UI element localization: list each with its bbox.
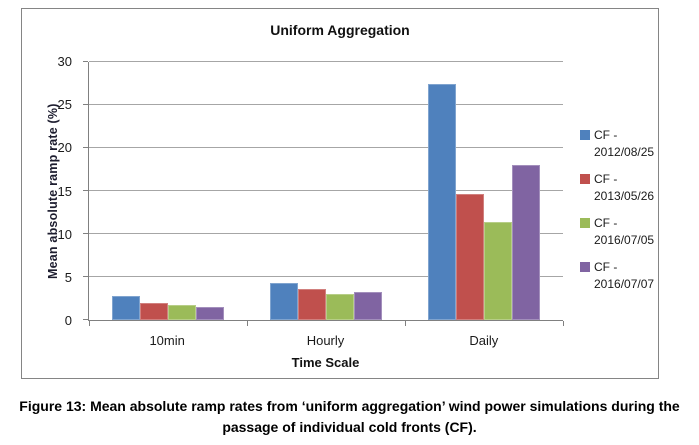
chart-title: Uniform Aggregation xyxy=(270,22,410,38)
x-axis-tick-3 xyxy=(563,321,564,326)
y-axis-tick-label-30: 30 xyxy=(57,54,72,69)
bar-daily-cf-2012-08-25 xyxy=(428,84,456,320)
plot-area xyxy=(83,61,564,326)
y-axis-tick-label-10: 10 xyxy=(57,226,72,242)
x-axis-tick-1 xyxy=(246,321,248,326)
gridline-15 xyxy=(89,190,563,191)
y-axis-tick-20 xyxy=(83,147,88,148)
bar-groups xyxy=(89,62,563,320)
legend-label-cf-2012-08-25: CF - 2012/08/25 xyxy=(594,128,655,159)
y-axis-tick-15 xyxy=(83,190,88,191)
legend-label-cf-2013-05-26: CF - 2013/05/26 xyxy=(594,172,655,203)
y-axis-tick-label-20: 20 xyxy=(57,140,72,156)
legend-swatch-cf-2013-05-26 xyxy=(580,174,590,184)
y-axis-tick-5 xyxy=(83,276,88,277)
y-axis-labels: 0 5 10 15 20 25 30 xyxy=(22,55,80,328)
bar-group-hourly xyxy=(247,62,405,320)
y-axis-tick-0 xyxy=(83,319,88,320)
legend-swatch-cf-2012-08-25 xyxy=(580,130,590,140)
legend-entry-cf-2012-08-25: CF - 2012/08/25 xyxy=(580,127,658,161)
category-label-10min: 10min xyxy=(149,333,185,348)
bar-daily-cf-2016-07-05 xyxy=(484,221,512,320)
legend-swatch-cf-2016-07-07 xyxy=(580,262,590,272)
gridline-20 xyxy=(89,147,563,148)
bar-hourly-cf-2012-08-25 xyxy=(270,283,298,320)
category-label-hourly: Hourly xyxy=(306,333,345,348)
category-label-daily: Daily xyxy=(469,333,499,348)
y-axis-tick-label-0: 0 xyxy=(64,313,72,328)
bar-hourly-cf-2013-05-26 xyxy=(298,289,326,320)
x-axis-tick-0 xyxy=(89,321,90,326)
y-axis-tick-10 xyxy=(83,233,88,234)
gridline-30 xyxy=(89,61,563,62)
x-axis-tick-2 xyxy=(404,321,406,326)
gridline-25 xyxy=(89,104,563,105)
y-axis-tick-label-25: 25 xyxy=(57,97,72,113)
legend-label-cf-2016-07-07: CF - 2016/07/07 xyxy=(594,260,655,291)
bar-hourly-cf-2016-07-07 xyxy=(354,291,382,320)
gridline-5 xyxy=(89,276,563,277)
bar-10min-cf-2013-05-26 xyxy=(140,302,168,320)
bar-group-daily xyxy=(405,62,563,320)
legend: CF - 2012/08/25 CF - 2013/05/26 CF - 2016/… xyxy=(580,127,658,303)
y-axis-tick-label-5: 5 xyxy=(64,269,72,285)
y-axis-tick-30 xyxy=(83,61,88,62)
chart-frame: Uniform Aggregation Mean absolute ramp r… xyxy=(21,8,659,379)
y-axis-tick-label-15: 15 xyxy=(57,183,72,199)
gridline-10 xyxy=(89,233,563,234)
figure-caption: Figure 13: Mean absolute ramp rates from… xyxy=(19,398,680,435)
x-axis-title: Time Scale xyxy=(291,355,360,370)
bar-10min-cf-2016-07-07 xyxy=(196,307,224,320)
legend-label-cf-2016-07-05: CF - 2016/07/05 xyxy=(594,216,655,247)
legend-entry-cf-2016-07-07: CF - 2016/07/07 xyxy=(580,259,658,293)
bar-daily-cf-2016-07-07 xyxy=(512,165,540,320)
bar-10min-cf-2012-08-25 xyxy=(112,295,140,320)
y-axis-tick-25 xyxy=(83,104,88,105)
bar-10min-cf-2016-07-05 xyxy=(168,304,196,320)
bar-hourly-cf-2016-07-05 xyxy=(326,294,354,320)
bar-group-10min xyxy=(89,62,247,320)
legend-entry-cf-2016-07-05: CF - 2016/07/05 xyxy=(580,215,658,249)
legend-swatch-cf-2016-07-05 xyxy=(580,218,590,228)
bar-daily-cf-2013-05-26 xyxy=(456,193,484,320)
legend-entry-cf-2013-05-26: CF - 2013/05/26 xyxy=(580,171,658,205)
category-labels: 10min Hourly Daily xyxy=(88,333,563,348)
